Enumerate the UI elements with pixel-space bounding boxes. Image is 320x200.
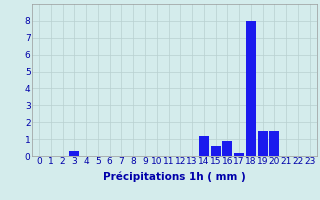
Bar <box>69 151 79 156</box>
Bar <box>258 131 268 156</box>
Bar <box>211 146 220 156</box>
Bar <box>269 131 279 156</box>
Bar <box>199 136 209 156</box>
Bar <box>234 153 244 156</box>
Bar <box>246 21 256 156</box>
Bar <box>222 141 232 156</box>
X-axis label: Précipitations 1h ( mm ): Précipitations 1h ( mm ) <box>103 172 246 182</box>
